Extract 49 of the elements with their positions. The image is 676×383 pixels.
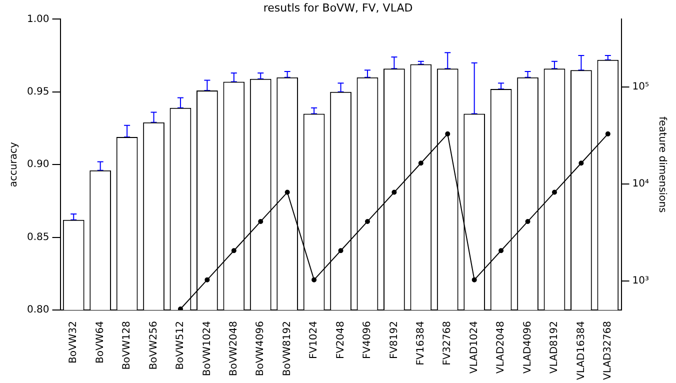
y-tick-label: 0.80	[27, 304, 50, 316]
x-tick-label: FV1024	[308, 321, 320, 360]
x-tick-label: FV2048	[335, 321, 346, 360]
x-tick-label: FV32768	[442, 321, 454, 366]
x-tick-label: FV8192	[388, 321, 400, 360]
y2-tick-label: 10⁴	[632, 178, 649, 190]
x-tick-label: FV16384	[416, 321, 427, 366]
point	[284, 190, 290, 195]
x-tick-label: FV4096	[362, 321, 374, 360]
x-tick-label: BoVW64	[94, 321, 106, 364]
point	[605, 131, 610, 136]
y2-axis-title: feature dimensions	[656, 116, 668, 213]
point	[364, 218, 370, 224]
point	[472, 277, 477, 282]
x-tick-label: BoVW2048	[228, 321, 240, 376]
x-tick-label: VLAD16384	[576, 321, 587, 380]
point	[578, 160, 584, 166]
point	[525, 218, 530, 224]
x-tick-label: VLAD1024	[468, 321, 480, 374]
y-tick-label: 0.85	[27, 232, 50, 243]
point	[498, 248, 504, 254]
chart-title: resutls for BoVW, FV, VLAD	[263, 1, 413, 14]
x-tick-label: BoVW4096	[255, 321, 266, 376]
x-tick-label: BoVW512	[175, 321, 186, 370]
x-tick-label: BoVW32	[68, 321, 80, 364]
y-tick-label: 1.00	[27, 14, 50, 25]
point	[258, 218, 264, 224]
x-tick-label: BoVW256	[148, 321, 160, 370]
x-tick-label: VLAD32768	[602, 321, 614, 380]
point	[445, 131, 450, 136]
point	[312, 277, 317, 282]
point	[392, 190, 397, 195]
x-tick-label: BoVW128	[122, 321, 133, 370]
y-axis-title: accuracy	[8, 142, 20, 188]
x-tick-label: VLAD2048	[496, 321, 507, 374]
point	[418, 160, 424, 166]
y2-tick-label: 10³	[632, 275, 649, 286]
x-tick-label: VLAD8192	[549, 321, 560, 374]
point	[231, 248, 236, 254]
x-tick-label: BoVW1024	[202, 321, 213, 376]
y-tick-label: 0.90	[27, 159, 50, 170]
point	[338, 248, 344, 254]
point	[204, 277, 210, 282]
y-tick-label: 0.95	[27, 86, 50, 98]
point	[178, 306, 183, 310]
y2-tick-label: 10⁵	[632, 82, 649, 93]
x-tick-label: VLAD4096	[522, 321, 534, 374]
point	[552, 190, 557, 195]
x-tick-label: BoVW8192	[282, 321, 293, 376]
